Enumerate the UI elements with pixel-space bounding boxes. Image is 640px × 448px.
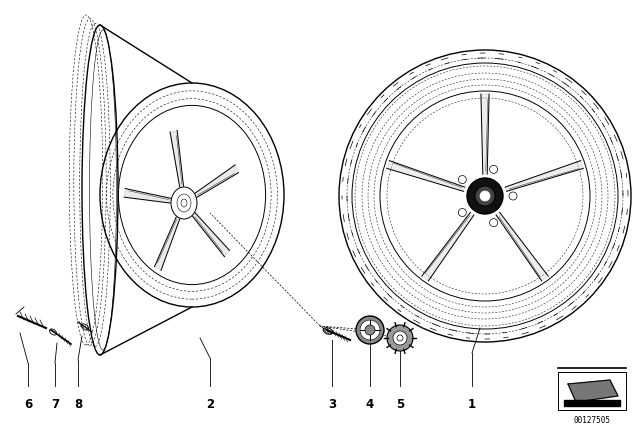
Polygon shape bbox=[505, 161, 583, 191]
Ellipse shape bbox=[458, 208, 467, 216]
Polygon shape bbox=[154, 217, 180, 271]
Text: 3: 3 bbox=[328, 398, 336, 411]
Ellipse shape bbox=[467, 178, 503, 214]
Ellipse shape bbox=[490, 219, 498, 227]
Ellipse shape bbox=[360, 320, 380, 340]
Ellipse shape bbox=[490, 165, 498, 173]
Polygon shape bbox=[170, 130, 184, 187]
Text: 2: 2 bbox=[206, 398, 214, 411]
Text: 1: 1 bbox=[468, 398, 476, 411]
Text: 8: 8 bbox=[74, 398, 82, 411]
Polygon shape bbox=[193, 213, 230, 257]
Polygon shape bbox=[568, 380, 618, 402]
Ellipse shape bbox=[393, 331, 407, 345]
Text: 00127505: 00127505 bbox=[573, 416, 611, 425]
Polygon shape bbox=[195, 165, 239, 197]
Text: 6: 6 bbox=[24, 398, 32, 411]
Ellipse shape bbox=[387, 325, 413, 351]
Ellipse shape bbox=[458, 176, 467, 184]
Polygon shape bbox=[422, 212, 474, 281]
Polygon shape bbox=[124, 189, 171, 203]
Text: 4: 4 bbox=[366, 398, 374, 411]
Ellipse shape bbox=[509, 192, 517, 200]
Ellipse shape bbox=[480, 191, 490, 201]
Polygon shape bbox=[496, 212, 548, 281]
Text: 7: 7 bbox=[51, 398, 59, 411]
Ellipse shape bbox=[475, 186, 495, 206]
Polygon shape bbox=[387, 161, 465, 191]
Ellipse shape bbox=[356, 316, 384, 344]
Polygon shape bbox=[564, 400, 620, 406]
Text: 5: 5 bbox=[396, 398, 404, 411]
Polygon shape bbox=[481, 94, 489, 174]
Ellipse shape bbox=[365, 325, 375, 335]
